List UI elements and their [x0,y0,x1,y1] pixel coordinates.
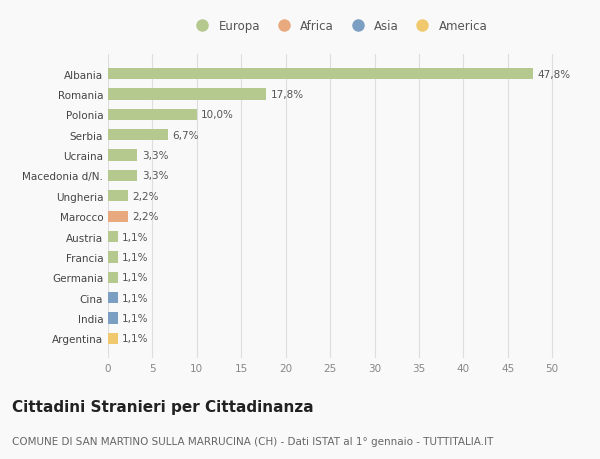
Bar [108,231,118,243]
Text: 17,8%: 17,8% [271,90,304,100]
Bar [108,170,137,182]
Text: 2,2%: 2,2% [132,191,158,202]
Text: 1,1%: 1,1% [122,313,149,323]
Text: 47,8%: 47,8% [537,69,570,79]
Bar [108,313,118,324]
Bar [108,191,128,202]
Text: 1,1%: 1,1% [122,273,149,283]
Text: 10,0%: 10,0% [201,110,234,120]
Bar [108,150,137,161]
Text: 6,7%: 6,7% [172,130,199,140]
Bar [108,130,167,141]
Text: 2,2%: 2,2% [132,212,158,222]
Text: 1,1%: 1,1% [122,334,149,344]
Bar [108,89,266,101]
Bar [108,272,118,283]
Text: Cittadini Stranieri per Cittadinanza: Cittadini Stranieri per Cittadinanza [12,399,314,414]
Bar [108,252,118,263]
Text: COMUNE DI SAN MARTINO SULLA MARRUCINA (CH) - Dati ISTAT al 1° gennaio - TUTTITAL: COMUNE DI SAN MARTINO SULLA MARRUCINA (C… [12,436,493,446]
Text: 3,3%: 3,3% [142,171,168,181]
Text: 1,1%: 1,1% [122,232,149,242]
Bar [108,69,533,80]
Text: 1,1%: 1,1% [122,252,149,263]
Bar [108,292,118,303]
Bar [108,211,128,222]
Bar [108,333,118,344]
Text: 1,1%: 1,1% [122,293,149,303]
Bar [108,110,197,121]
Text: 3,3%: 3,3% [142,151,168,161]
Legend: Europa, Africa, Asia, America: Europa, Africa, Asia, America [185,16,493,38]
